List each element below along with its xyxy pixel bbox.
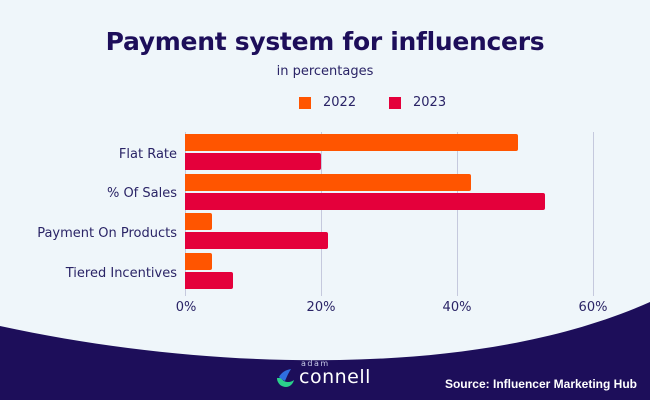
footer-wave: [0, 302, 650, 400]
bar-percent-of-sales-2022: [185, 174, 471, 191]
gridline-60: [593, 132, 594, 296]
logo-mark-icon: [277, 369, 294, 387]
gridline-20: [321, 132, 322, 296]
bar-payment-on-products-2022: [185, 213, 213, 230]
chart-subtitle: in percentages: [276, 64, 374, 79]
bar-percent-of-sales-2023: [185, 193, 546, 210]
chart-title: Payment system for influencers: [105, 27, 545, 56]
bar-payment-on-products-2023: [185, 232, 328, 249]
legend-label-2023: 2023: [413, 95, 447, 110]
category-label-flat-rate: Flat Rate: [118, 147, 177, 162]
bar-flat-rate-2023: [185, 153, 321, 170]
legend-swatch-2022: [299, 96, 311, 109]
category-label-payment-on-products: Payment On Products: [37, 226, 177, 241]
x-tick-40: 40%: [442, 300, 472, 315]
logo-main-text: connell: [299, 366, 371, 388]
category-label-tiered-incentives: Tiered Incentives: [65, 266, 177, 281]
legend-label-2022: 2022: [323, 95, 357, 110]
adam-connell-logo: adam connell: [275, 359, 371, 388]
bar-tiered-incentives-2022: [185, 253, 213, 270]
legend-item-2022: 2022: [299, 95, 356, 110]
x-tick-20: 20%: [306, 300, 336, 315]
x-tick-60: 60%: [578, 300, 608, 315]
bar-tiered-incentives-2023: [185, 272, 233, 289]
legend-item-2023: 2023: [389, 95, 446, 110]
legend-swatch-2023: [389, 96, 401, 109]
x-tick-0: 0%: [175, 300, 197, 315]
plot-area: [185, 132, 605, 296]
category-label-percent-of-sales: % Of Sales: [106, 186, 177, 201]
bar-flat-rate-2022: [185, 134, 519, 151]
logo-small-text: adam: [301, 359, 330, 368]
source-credit: Source: Influencer Marketing Hub: [444, 377, 637, 391]
legend: 2022 2023: [0, 95, 650, 111]
gridline-40: [457, 132, 458, 296]
